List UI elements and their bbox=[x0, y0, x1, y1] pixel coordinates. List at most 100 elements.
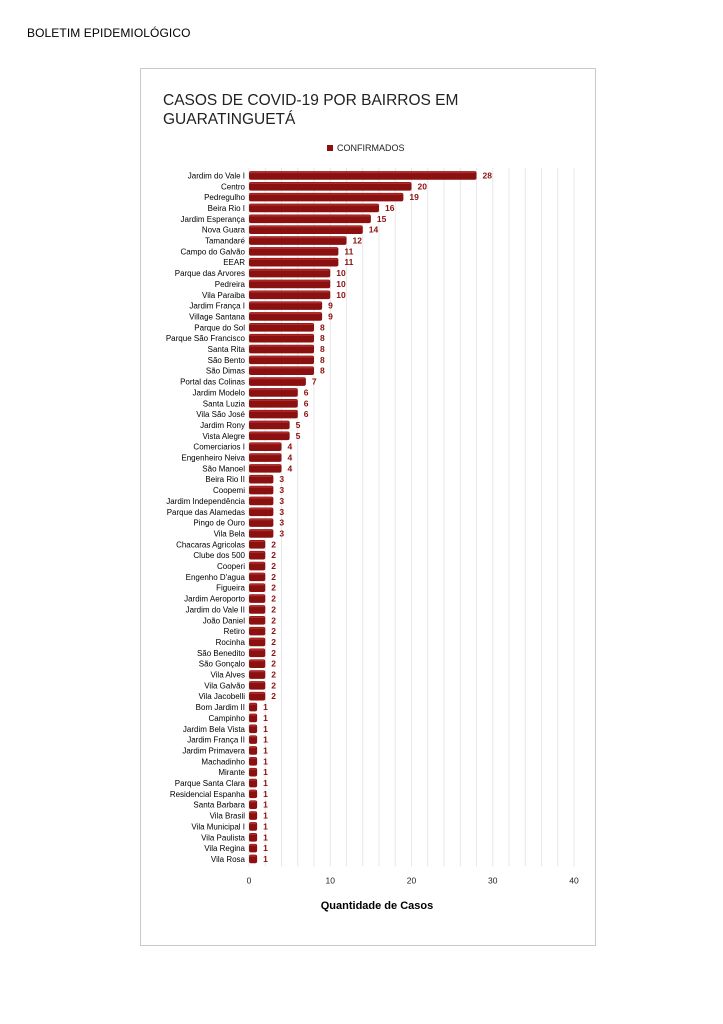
category-label: Figueira bbox=[216, 584, 245, 593]
value-label: 5 bbox=[296, 420, 301, 430]
bar-highlight bbox=[249, 421, 289, 423]
category-label: Jardim Esperança bbox=[181, 215, 246, 224]
bar bbox=[249, 691, 266, 701]
value-label: 1 bbox=[263, 767, 268, 777]
bar-highlight bbox=[249, 497, 273, 499]
value-label: 2 bbox=[271, 648, 276, 658]
value-label: 3 bbox=[279, 507, 284, 517]
bar bbox=[249, 832, 258, 842]
bar bbox=[249, 615, 266, 625]
bar bbox=[249, 637, 266, 647]
bar bbox=[249, 377, 306, 386]
bar-highlight bbox=[249, 171, 476, 174]
bar bbox=[249, 171, 477, 180]
bar-highlight bbox=[249, 432, 289, 434]
bar bbox=[249, 724, 258, 734]
value-label: 1 bbox=[263, 735, 268, 745]
category-label: João Daniel bbox=[203, 616, 245, 625]
bar-highlight bbox=[249, 833, 257, 835]
bar-highlight bbox=[249, 746, 257, 749]
value-label: 1 bbox=[263, 756, 268, 766]
value-label: 2 bbox=[271, 615, 276, 625]
category-label: Nova Guara bbox=[202, 226, 246, 235]
bar-highlight bbox=[249, 182, 411, 184]
value-label: 11 bbox=[344, 257, 353, 267]
category-label: Parque Santa Clara bbox=[175, 779, 246, 788]
value-label: 8 bbox=[320, 366, 325, 376]
value-label: 2 bbox=[271, 539, 276, 549]
bar bbox=[249, 757, 258, 766]
category-label: Jardim França I bbox=[189, 302, 245, 311]
bar bbox=[249, 355, 314, 365]
bar bbox=[249, 735, 258, 744]
value-label: 2 bbox=[271, 550, 276, 560]
category-label: Beira Rio I bbox=[208, 204, 245, 213]
category-label: Vila Rosa bbox=[211, 855, 246, 864]
bar-chart: Jardim do Vale I Centro Pedregulho Beira Ri… bbox=[166, 143, 579, 912]
value-label: 2 bbox=[271, 670, 276, 680]
value-label: 2 bbox=[271, 572, 276, 582]
value-label: 2 bbox=[271, 561, 276, 571]
bar-highlight bbox=[249, 312, 322, 315]
category-label: EEAR bbox=[223, 258, 245, 267]
category-label: São Manoel bbox=[202, 464, 245, 473]
bar-highlight bbox=[249, 681, 265, 684]
value-label: 2 bbox=[271, 626, 276, 636]
bar bbox=[249, 203, 379, 213]
chart-frame: CASOS DE COVID-19 POR BAIRROS EM GUARATI… bbox=[140, 68, 596, 946]
bar bbox=[249, 702, 258, 712]
x-axis-title: Quantidade de Casos bbox=[321, 900, 433, 912]
value-label: 16 bbox=[385, 203, 395, 213]
bar-highlight bbox=[249, 291, 330, 293]
bar-highlight bbox=[249, 855, 257, 857]
bar-highlight bbox=[249, 301, 322, 304]
value-label: 10 bbox=[336, 279, 346, 289]
category-label: Vila São José bbox=[196, 410, 245, 419]
bar bbox=[249, 681, 266, 690]
bar bbox=[249, 507, 274, 517]
bar-highlight bbox=[249, 844, 257, 846]
category-label: Coopemi bbox=[213, 486, 245, 495]
category-label: Vila Municipal I bbox=[191, 822, 245, 831]
category-label: Mirante bbox=[218, 768, 245, 777]
category-label: Parque das Alamedas bbox=[167, 508, 245, 517]
value-label: 2 bbox=[271, 583, 276, 593]
bar-highlight bbox=[249, 670, 265, 673]
bar bbox=[249, 409, 298, 419]
value-label: 3 bbox=[279, 496, 284, 506]
bar bbox=[249, 236, 347, 245]
bar-highlight bbox=[249, 725, 257, 727]
category-label: Vila Paraiba bbox=[202, 291, 246, 300]
value-label: 5 bbox=[296, 431, 301, 441]
bar bbox=[249, 464, 282, 473]
bar bbox=[249, 561, 266, 571]
bar bbox=[249, 268, 331, 278]
bar bbox=[249, 301, 323, 310]
bar-highlight bbox=[249, 225, 362, 228]
bar-highlight bbox=[249, 464, 281, 467]
bar-highlight bbox=[249, 757, 257, 760]
value-label: 28 bbox=[483, 170, 493, 180]
value-label: 9 bbox=[328, 301, 333, 311]
category-label: Vila Galvão bbox=[204, 681, 245, 690]
bar-highlight bbox=[249, 356, 313, 358]
bar bbox=[249, 670, 266, 679]
value-label: 1 bbox=[263, 789, 268, 799]
category-label: Jardim Bela Vista bbox=[183, 725, 246, 734]
bar-highlight bbox=[249, 247, 338, 250]
bar-highlight bbox=[249, 280, 330, 282]
bar bbox=[249, 225, 363, 234]
document-header: BOLETIM EPIDEMIOLÓGICO bbox=[27, 26, 191, 40]
bar-highlight bbox=[249, 236, 346, 239]
category-label: Pedreira bbox=[215, 280, 246, 289]
value-label: 19 bbox=[409, 192, 419, 202]
bar-highlight bbox=[249, 410, 297, 412]
bar bbox=[249, 420, 290, 430]
bar-highlight bbox=[249, 703, 257, 705]
category-label: Retiro bbox=[224, 627, 246, 636]
category-label: Parque do Sol bbox=[194, 323, 245, 332]
bar bbox=[249, 279, 331, 289]
bar-highlight bbox=[249, 269, 330, 271]
bar-highlight bbox=[249, 562, 265, 564]
value-label: 4 bbox=[288, 453, 293, 463]
